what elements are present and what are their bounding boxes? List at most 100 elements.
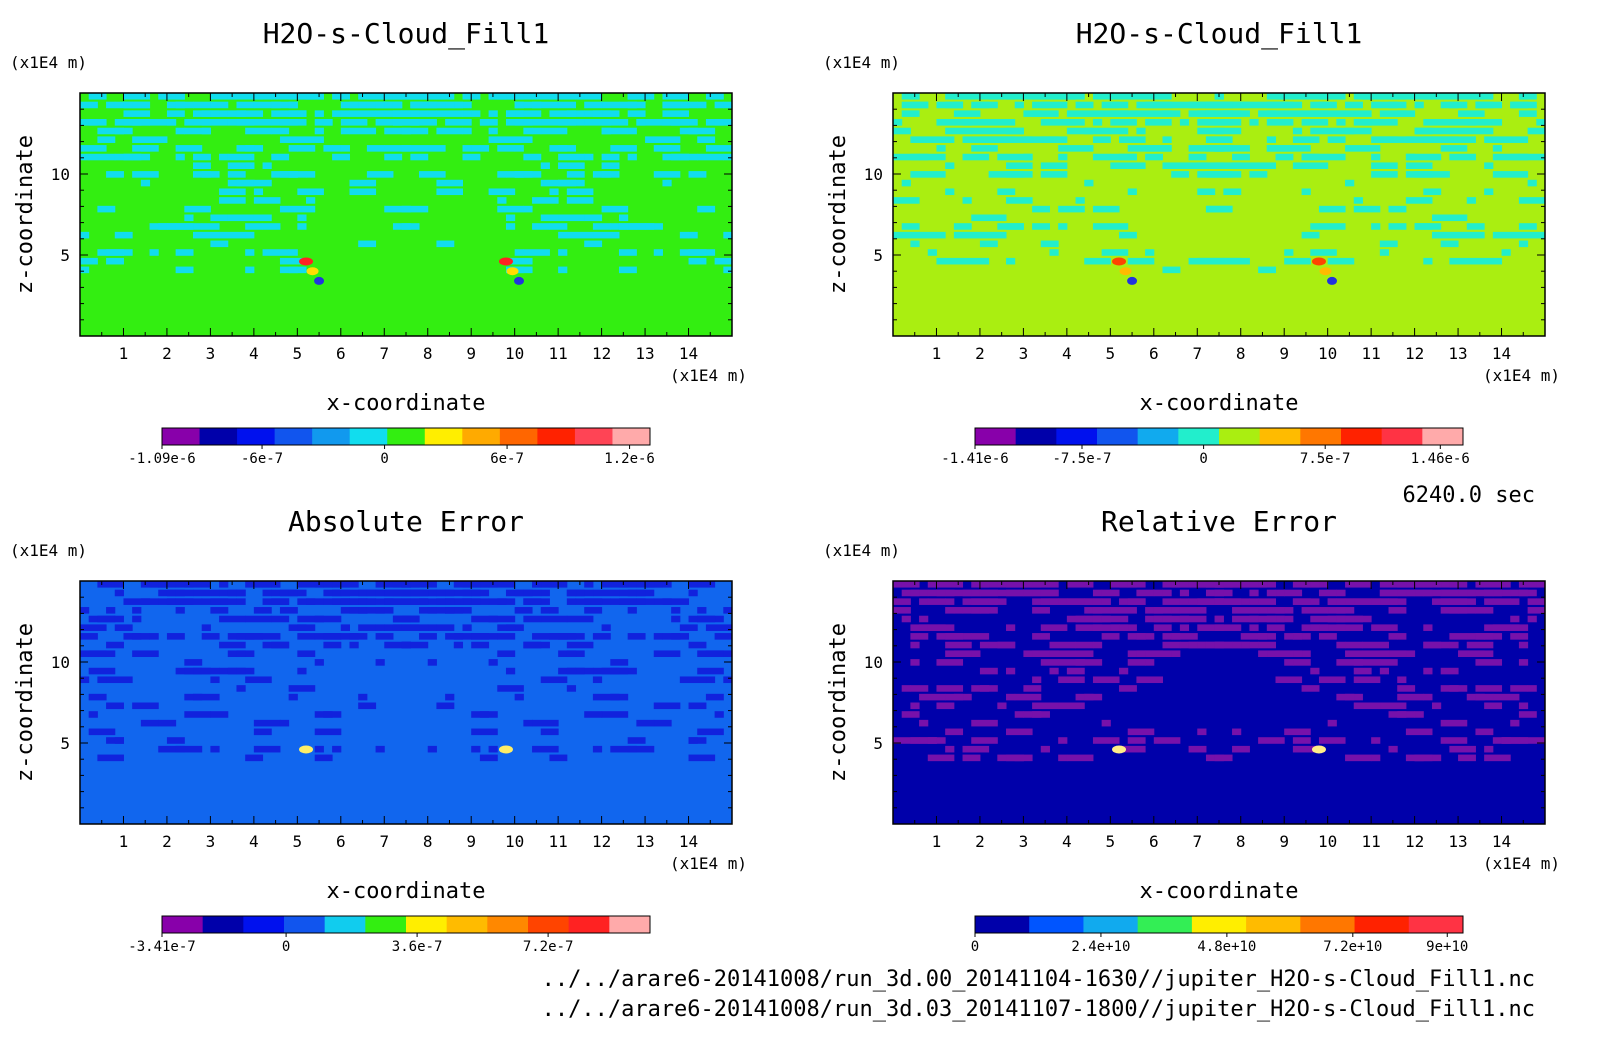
field-cell [601,127,611,135]
field-cell [1066,205,1085,213]
field-cell [936,702,955,710]
field-cell [271,641,290,649]
field-cell [1336,641,1346,649]
field-cell [566,641,594,649]
field-cell [1353,676,1381,684]
field-cell [445,589,472,597]
colorbar: -1.41e-6 -7.5e-7 0 7.5e-7 1.46e-6 [941,427,1470,467]
field-cell [1353,702,1381,710]
field-cell [1466,93,1485,100]
field-cell [627,745,655,753]
field-cell [271,615,290,623]
x-tick-label: 3 [1019,832,1029,851]
field-cell [540,119,568,126]
field-cell [1440,737,1468,744]
field-cell [988,598,1007,605]
hotspot-mark [1319,267,1332,276]
field-cell [662,119,681,126]
x-tick-label: 7 [379,832,389,851]
field-cell [936,145,946,152]
field-cell [436,110,464,117]
field-cell [201,624,211,631]
field-cell [219,615,246,623]
colorbar-swatch [568,916,610,933]
field-cell [688,127,716,135]
field-cell [1310,127,1329,135]
colorbar-swatch [1083,916,1139,933]
field-cell [1136,676,1163,684]
field-cell [1092,93,1120,100]
x-tick-label: 12 [1405,832,1424,851]
field-cell [488,127,498,135]
field-cell [1301,110,1329,117]
field-cell [175,101,194,109]
field-cell [618,266,637,274]
field-cell [688,589,698,597]
field-cell [1484,745,1494,753]
field-cell [558,101,577,109]
x-tick-label: 1 [119,832,129,851]
field-cell [1510,101,1520,109]
x-tick-label: 12 [592,832,611,851]
field-cell [1327,127,1346,135]
field-cell [505,214,516,222]
colorbar-swatch [975,916,1030,933]
field-cell [910,171,937,178]
field-cell [410,101,420,109]
field-cell [505,110,516,117]
field-cell [584,240,603,248]
field-cell [436,598,446,605]
field-cell [1179,607,1207,614]
field-cell [1345,145,1372,152]
field-cell [1127,659,1146,666]
field-cell [988,171,1016,178]
field-cell [1423,667,1433,675]
field-cell [358,240,377,248]
field-cell [88,650,116,658]
field-cell [497,685,524,692]
field-cell [610,145,637,152]
field-cell [1110,101,1120,109]
field-cell [688,737,698,744]
field-cell [697,205,716,213]
field-cell [1197,188,1216,196]
field-cell [945,589,955,597]
field-cell [971,93,981,100]
field-cell [919,231,946,239]
field-cell [1092,136,1111,143]
field-cell [1301,119,1329,126]
field-cell [288,249,298,256]
field-cell [445,633,464,640]
field-cell [901,615,911,623]
field-cell [1318,93,1329,100]
field-cell [279,119,290,126]
field-cell [688,581,698,588]
field-cell [332,153,350,161]
field-cell [166,223,177,230]
field-cell [166,737,185,744]
field-cell [106,702,124,710]
field-cell [1466,641,1494,649]
field-cell [427,110,437,117]
field-cell [705,693,724,701]
field-cell [945,257,964,265]
field-cell [88,119,98,126]
field-cell [601,171,611,178]
field-cell [175,745,203,753]
field-cell [1136,162,1146,170]
field-cell [919,136,929,143]
field-cell [219,581,229,588]
field-cell [1101,249,1129,256]
field-cell [1284,589,1303,597]
colorbar-swatch [243,916,285,933]
field-cell [1492,257,1503,265]
field-cell [945,728,964,736]
field-cell [1423,641,1442,649]
field-cell [558,231,568,239]
field-cell [271,110,298,117]
field-cell [1440,214,1468,222]
field-cell [610,659,629,666]
field-cell [210,214,229,222]
field-cell [1475,685,1503,692]
field-cell [132,101,151,109]
